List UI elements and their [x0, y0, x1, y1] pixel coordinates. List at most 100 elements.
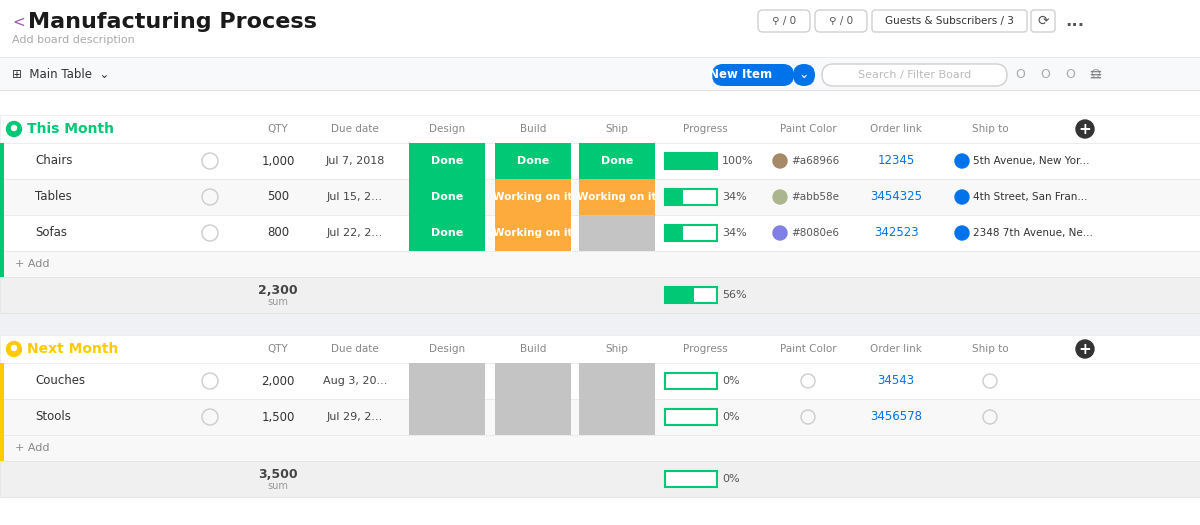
Text: ⟳: ⟳ [1037, 14, 1049, 28]
Bar [665, 409, 718, 425]
Text: 0%: 0% [722, 474, 739, 484]
Text: #8080e6: #8080e6 [791, 228, 839, 238]
Text: Tables: Tables [35, 191, 72, 204]
Text: Jul 29, 2...: Jul 29, 2... [326, 412, 383, 422]
Text: <: < [12, 15, 25, 29]
Text: ...: ... [1066, 12, 1085, 30]
Circle shape [6, 341, 22, 356]
Bar [665, 225, 683, 241]
Bar [580, 363, 655, 399]
Text: 0%: 0% [722, 412, 739, 422]
Text: O: O [1090, 68, 1100, 81]
Bar [0, 90, 1200, 91]
Text: Jul 15, 2...: Jul 15, 2... [326, 192, 383, 202]
Circle shape [12, 345, 17, 351]
Bar [0, 251, 1200, 277]
Text: Due date: Due date [331, 124, 379, 134]
Bar [665, 471, 718, 487]
FancyBboxPatch shape [822, 64, 1007, 86]
Text: 56%: 56% [722, 290, 746, 300]
Text: Design: Design [428, 344, 466, 354]
Bar [0, 399, 1200, 435]
Text: ⊞  Main Table  ⌄: ⊞ Main Table ⌄ [12, 68, 109, 80]
Bar [0, 179, 1200, 215]
Text: 0%: 0% [722, 376, 739, 386]
Text: 34%: 34% [722, 228, 746, 238]
Text: 3454325: 3454325 [870, 191, 922, 204]
Text: 1,500: 1,500 [262, 411, 295, 424]
Bar [665, 287, 718, 303]
Text: Done: Done [431, 156, 463, 166]
Circle shape [955, 226, 970, 240]
FancyBboxPatch shape [815, 10, 866, 32]
Circle shape [773, 226, 787, 240]
Bar [496, 179, 571, 215]
Text: 5th Avenue, New Yor...: 5th Avenue, New Yor... [973, 156, 1090, 166]
Bar [0, 399, 4, 435]
Bar [665, 153, 718, 169]
Text: Next Month: Next Month [28, 342, 119, 356]
Text: Stools: Stools [35, 411, 71, 424]
Circle shape [1076, 340, 1094, 358]
Text: Working on it: Working on it [493, 192, 572, 202]
Bar [0, 335, 1200, 363]
Text: Search / Filter Board: Search / Filter Board [858, 70, 972, 80]
Text: Working on it: Working on it [577, 192, 656, 202]
Text: 34543: 34543 [877, 374, 914, 387]
Text: 12345: 12345 [877, 154, 914, 167]
Text: Build: Build [520, 344, 546, 354]
Bar [665, 189, 718, 205]
Bar [0, 363, 1200, 399]
Text: #a68966: #a68966 [791, 156, 839, 166]
Circle shape [773, 190, 787, 204]
Text: 1,000: 1,000 [262, 154, 295, 167]
Text: Sofas: Sofas [35, 226, 67, 239]
Text: ⌄: ⌄ [799, 68, 809, 81]
FancyBboxPatch shape [793, 64, 815, 86]
Circle shape [12, 125, 17, 131]
Text: QTY: QTY [268, 344, 288, 354]
Bar [0, 143, 1200, 179]
Text: Ship to: Ship to [972, 344, 1008, 354]
Text: 3456578: 3456578 [870, 411, 922, 424]
Text: #abb58e: #abb58e [791, 192, 839, 202]
Text: This Month: This Month [28, 122, 114, 136]
Bar [0, 313, 1200, 335]
Bar [0, 215, 1200, 251]
Bar [0, 435, 1200, 461]
Text: O: O [1015, 68, 1025, 81]
Text: 500: 500 [266, 191, 289, 204]
Circle shape [1076, 120, 1094, 138]
Circle shape [955, 154, 970, 168]
Text: Done: Done [517, 156, 550, 166]
Text: Jul 7, 2018: Jul 7, 2018 [325, 156, 385, 166]
Bar [0, 215, 4, 251]
Bar [665, 373, 718, 389]
Text: O: O [1066, 68, 1075, 81]
Bar [580, 399, 655, 435]
Text: Done: Done [431, 192, 463, 202]
Bar [0, 363, 4, 399]
Text: Ship to: Ship to [972, 124, 1008, 134]
FancyBboxPatch shape [758, 10, 810, 32]
Bar [665, 189, 683, 205]
Text: Guests & Subscribers / 3: Guests & Subscribers / 3 [884, 16, 1014, 26]
Text: O: O [1040, 68, 1050, 81]
Bar [409, 399, 485, 435]
Text: Add board description: Add board description [12, 35, 134, 45]
Text: Due date: Due date [331, 344, 379, 354]
Text: Done: Done [601, 156, 634, 166]
Circle shape [773, 154, 787, 168]
Bar [665, 287, 694, 303]
Text: +: + [1079, 121, 1091, 136]
Text: 342523: 342523 [874, 226, 918, 239]
Bar [665, 225, 718, 241]
Text: 2,300: 2,300 [258, 284, 298, 297]
Bar [409, 143, 485, 179]
Text: Order link: Order link [870, 344, 922, 354]
Text: Ship: Ship [606, 124, 629, 134]
Text: Manufacturing Process: Manufacturing Process [28, 12, 317, 32]
Bar [665, 153, 718, 169]
Text: 4th Street, San Fran...: 4th Street, San Fran... [973, 192, 1087, 202]
Bar [0, 58, 1200, 90]
